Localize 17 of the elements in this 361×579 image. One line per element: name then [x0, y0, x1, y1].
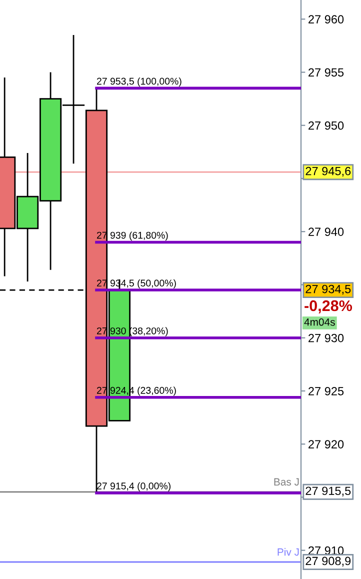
- ref-line-label: 27 953,5 (100,00%): [96, 78, 182, 87]
- y-tick-label: 27 960: [308, 15, 344, 24]
- y-tick-label: 27 920: [308, 440, 344, 448]
- text: 4m04s: [304, 318, 335, 326]
- text: 27 934,5: [306, 284, 351, 295]
- text: 27 945,6: [306, 166, 351, 177]
- y-tick-label: 27 940: [308, 228, 344, 236]
- text: -0,28%: [304, 300, 352, 314]
- annotation: Piv J: [278, 548, 299, 556]
- y-tick-label: 27 955: [308, 68, 344, 77]
- y-tick-label: 27 925: [308, 386, 344, 396]
- ref-line-label: 27 915,4 (0,00%): [96, 482, 170, 492]
- annotation: Bas J: [274, 478, 299, 486]
- y-tick-label: 27 950: [308, 121, 344, 130]
- text: 27 915,5: [306, 486, 351, 496]
- y-tick-label: 27 930: [308, 334, 344, 342]
- text: 27 908,9: [306, 556, 351, 567]
